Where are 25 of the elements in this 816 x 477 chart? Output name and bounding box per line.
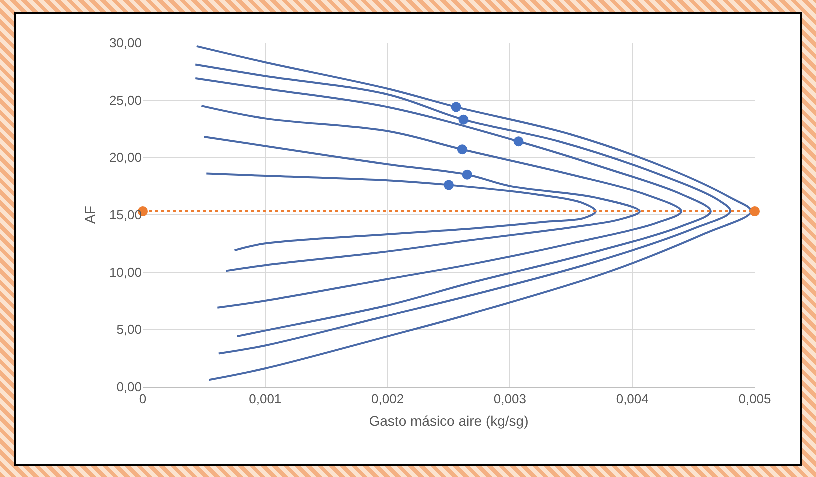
x-tick-label: 0,004 bbox=[616, 392, 649, 407]
y-tick-label: 0,00 bbox=[116, 380, 142, 395]
y-axis-title: AF bbox=[82, 206, 98, 224]
x-tick-label: 0,003 bbox=[494, 392, 526, 407]
y-tick-label: 10,00 bbox=[109, 264, 142, 280]
point bbox=[458, 114, 469, 125]
x-tick-label: 0,001 bbox=[249, 392, 282, 407]
line-series bbox=[206, 172, 597, 252]
y-tick-label: 25,00 bbox=[109, 92, 142, 108]
y-tick-label: 15,00 bbox=[109, 208, 142, 223]
y-tick-label: 20,00 bbox=[109, 150, 142, 166]
x-tick-label: 0,005 bbox=[738, 392, 772, 407]
x-tick-label: 0,002 bbox=[372, 392, 404, 407]
y-tick-label: 30,00 bbox=[109, 36, 142, 51]
line-series bbox=[203, 136, 641, 272]
point bbox=[514, 136, 524, 147]
x-axis-title: Gasto másico aire (kg/sg) bbox=[369, 412, 529, 429]
x-tick-label: 0 bbox=[139, 392, 147, 407]
y-tick-label: 5,00 bbox=[116, 322, 142, 338]
line-series bbox=[200, 105, 683, 309]
point bbox=[457, 144, 468, 155]
point bbox=[462, 170, 472, 180]
point bbox=[444, 180, 454, 190]
point bbox=[451, 102, 462, 112]
point bbox=[750, 206, 760, 217]
